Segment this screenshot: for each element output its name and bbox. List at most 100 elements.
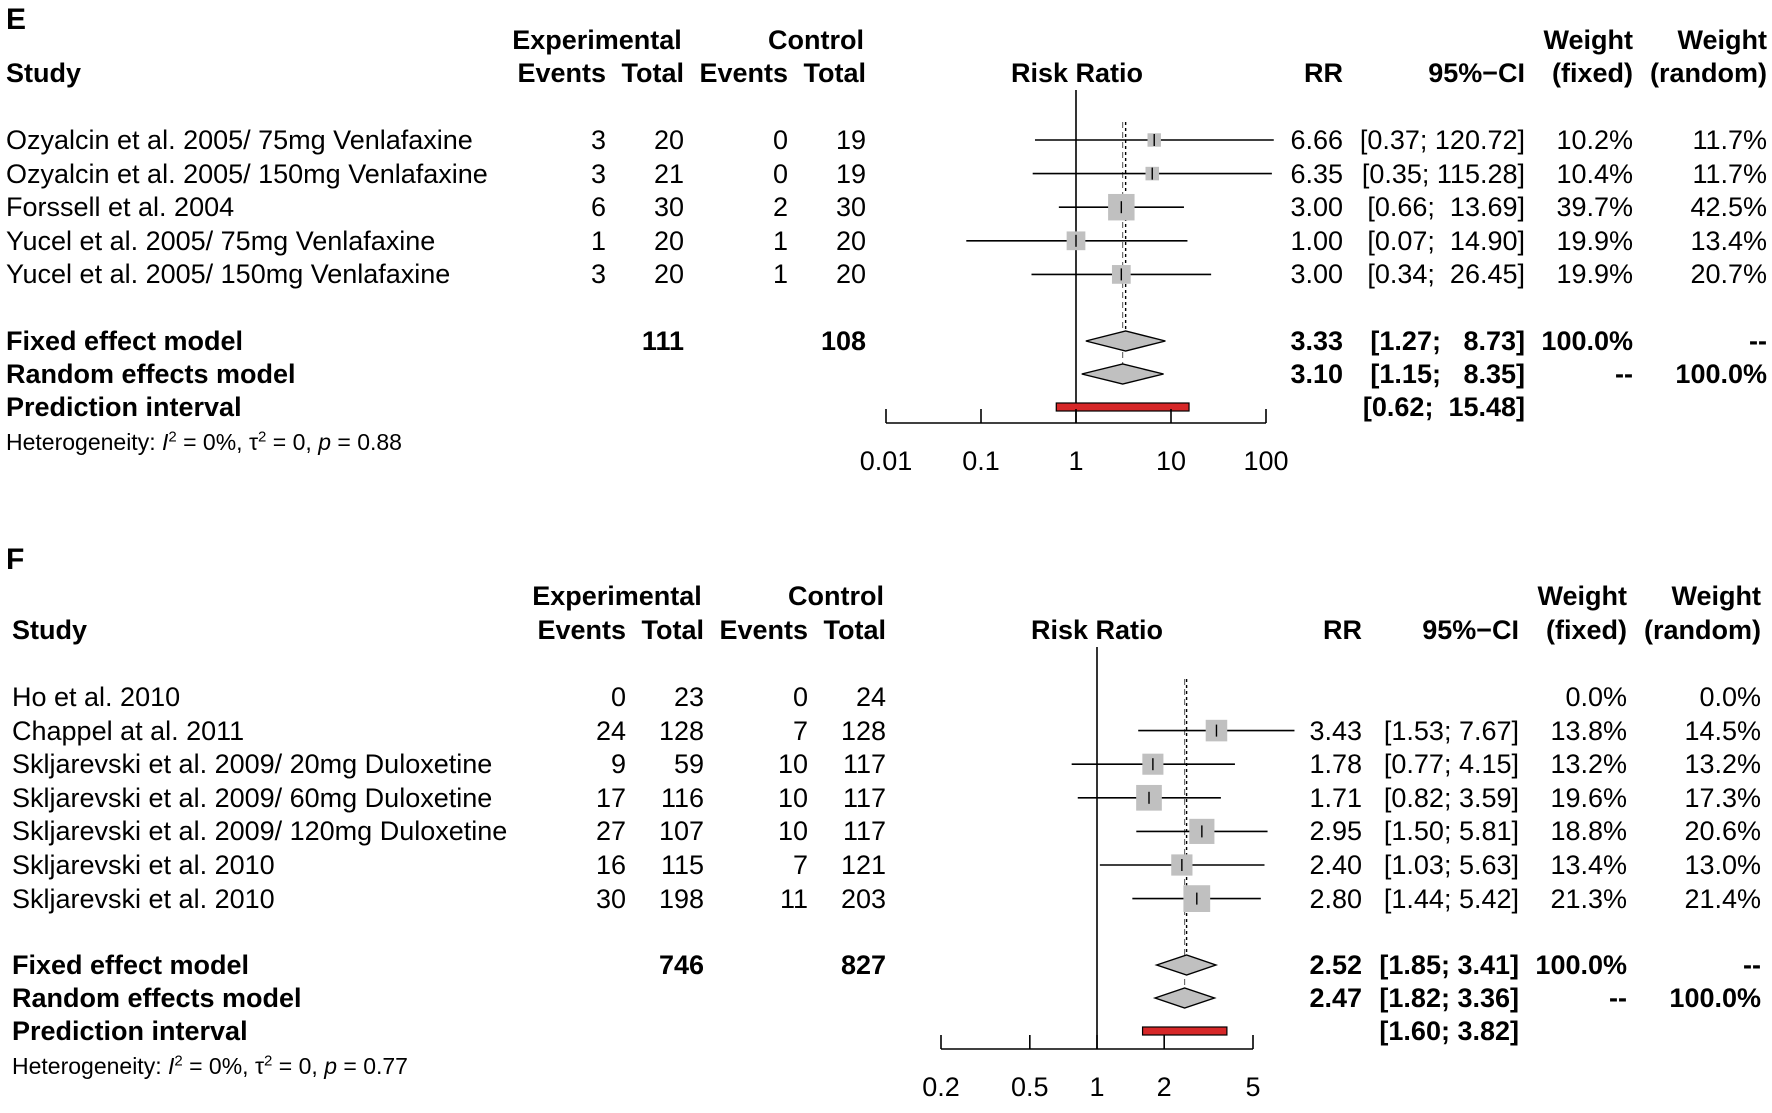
study-rr: 1.00 (1290, 225, 1343, 256)
study-weight-fixed: 19.9% (1556, 225, 1633, 256)
study-ci: [1.03; 5.63] (1383, 850, 1519, 880)
ctrl-total: 19 (835, 158, 866, 189)
fixed-ci: [1.85; 3.41] (1379, 950, 1519, 980)
fixed-exp-total: 746 (658, 950, 704, 980)
header-risk-ratio: Risk Ratio (1030, 615, 1164, 645)
x-axis-tick-label: 0.5 (1011, 1072, 1049, 1102)
exp-total: 59 (673, 749, 704, 780)
random-weight-random: 100.0% (1669, 983, 1761, 1013)
exp-events: 1 (590, 225, 606, 256)
study-weight-random: 11.7% (1692, 125, 1767, 155)
header-ci: 95%−CI (1422, 615, 1519, 645)
x-axis-tick-label: 1 (1089, 1072, 1105, 1102)
study-name: Forssell et al. 2004 (6, 192, 235, 223)
study-weight-random: 20.6% (1684, 816, 1761, 847)
header-weight-fixed: Weight (1537, 581, 1628, 611)
study-weight-fixed: 19.6% (1550, 782, 1627, 813)
study-weight-random: 21.4% (1684, 883, 1761, 914)
ctrl-events: 7 (792, 850, 808, 880)
x-axis-tick-label: 10 (1155, 446, 1187, 476)
panel-label: E (6, 3, 27, 36)
prediction-interval-bar (1141, 1026, 1228, 1036)
forest-plot-panel-e: E Experimental Control Weight Weight Study Eve… (0, 0, 1772, 520)
header-experimental: Experimental (532, 581, 702, 611)
header-weight-fixed: Weight (1543, 25, 1634, 55)
study-ci: [0.66; 13.69] (1367, 192, 1525, 223)
study-name: Skljarevski et al. 2010 (12, 883, 275, 914)
fixed-rr: 2.52 (1309, 950, 1362, 980)
random-rr: 2.47 (1309, 983, 1362, 1013)
fixed-exp-total: 111 (641, 326, 684, 356)
header-rr: RR (1323, 615, 1362, 645)
header-weight-random: Weight (1671, 581, 1762, 611)
header-weight-random: Weight (1677, 25, 1768, 55)
study-weight-fixed: 18.8% (1550, 816, 1627, 847)
header-ctrl-total: Total (823, 615, 887, 645)
study-name: Ozyalcin et al. 2005/ 150mg Venlafaxine (6, 158, 488, 189)
study-name: Yucel et al. 2005/ 150mg Venlafaxine (6, 259, 451, 290)
exp-total: 198 (658, 883, 704, 914)
random-effects-diamond (1152, 987, 1217, 1009)
ctrl-events: 0 (792, 682, 808, 712)
prediction-interval-bar (1055, 402, 1190, 412)
header-fixed: (fixed) (1546, 615, 1627, 645)
exp-total: 20 (653, 125, 684, 155)
study-ci: [0.77; 4.15] (1383, 749, 1519, 780)
prediction-ci: [0.62; 15.48] (1362, 392, 1525, 422)
study-weight-random: 13.0% (1684, 850, 1761, 880)
study-weight-fixed: 13.8% (1550, 715, 1627, 746)
header-random: (random) (1650, 58, 1767, 88)
ctrl-total: 19 (835, 125, 866, 155)
fixed-weight-random: -- (1743, 950, 1761, 980)
exp-total: 116 (660, 782, 704, 813)
study-weight-random: 17.3% (1684, 782, 1761, 813)
study-weight-fixed: 21.3% (1550, 883, 1627, 914)
study-weight-random: 13.4% (1690, 225, 1767, 256)
fixed-weight-fixed: 100.0% (1535, 950, 1627, 980)
forest-plot-svg (885, 90, 1274, 424)
exp-events: 27 (595, 816, 626, 847)
exp-total: 30 (653, 192, 684, 223)
study-weight-random: 20.7% (1690, 259, 1767, 290)
random-effects-label: Random effects model (6, 359, 296, 389)
x-axis-tick-label: 5 (1245, 1072, 1261, 1102)
study-weight-fixed: 13.4% (1550, 850, 1627, 880)
heterogeneity-text: Heterogeneity: I2 = 0%, τ2 = 0, p = 0.77 (12, 1052, 408, 1079)
ctrl-total: 117 (842, 782, 886, 813)
study-weight-fixed: 39.7% (1556, 192, 1633, 223)
study-ci: [1.50; 5.81] (1383, 816, 1519, 847)
study-name: Skljarevski et al. 2009/ 120mg Duloxetin… (12, 816, 508, 847)
study-rr: 3.00 (1290, 192, 1343, 223)
random-weight-random: 100.0% (1675, 359, 1767, 389)
header-ctrl-events: Events (719, 615, 808, 645)
ctrl-total: 20 (835, 259, 866, 290)
study-rr: 3.00 (1290, 259, 1343, 290)
study-name: Chappel at al. 2011 (12, 715, 245, 746)
header-fixed: (fixed) (1552, 58, 1633, 88)
x-axis-tick-label: 0.2 (922, 1072, 960, 1102)
fixed-rr: 3.33 (1290, 326, 1343, 356)
study-weight-random: 42.5% (1690, 192, 1767, 223)
x-axis-tick-label: 1 (1068, 446, 1084, 476)
study-weight-fixed: 13.2% (1550, 749, 1627, 780)
prediction-ci: [1.60; 3.82] (1379, 1016, 1519, 1046)
study-rr: 3.43 (1309, 715, 1362, 746)
forest-plot-panel-f: F Experimental Control Weight Weight Study Eve… (0, 540, 1772, 1113)
fixed-ctrl-total: 827 (840, 950, 886, 980)
study-name: Skljarevski et al. 2009/ 60mg Duloxetine (12, 782, 493, 813)
study-weight-fixed: 0.0% (1565, 682, 1627, 712)
study-weight-fixed: 10.4% (1556, 158, 1633, 189)
study-weight-random: 13.2% (1684, 749, 1761, 780)
study-rr: 1.78 (1309, 749, 1362, 780)
header-risk-ratio: Risk Ratio (1010, 58, 1144, 88)
ctrl-events: 10 (777, 749, 808, 780)
study-rr: 6.35 (1290, 158, 1343, 189)
study-ci: [0.37; 120.72] (1359, 125, 1525, 155)
study-name: Skljarevski et al. 2009/ 20mg Duloxetine (12, 749, 493, 780)
header-study: Study (12, 615, 88, 645)
header-random: (random) (1644, 615, 1761, 645)
study-weight-fixed: 10.2% (1556, 125, 1633, 155)
ctrl-events: 10 (777, 782, 808, 813)
random-ci: [1.82; 3.36] (1379, 983, 1519, 1013)
header-control: Control (788, 581, 884, 611)
